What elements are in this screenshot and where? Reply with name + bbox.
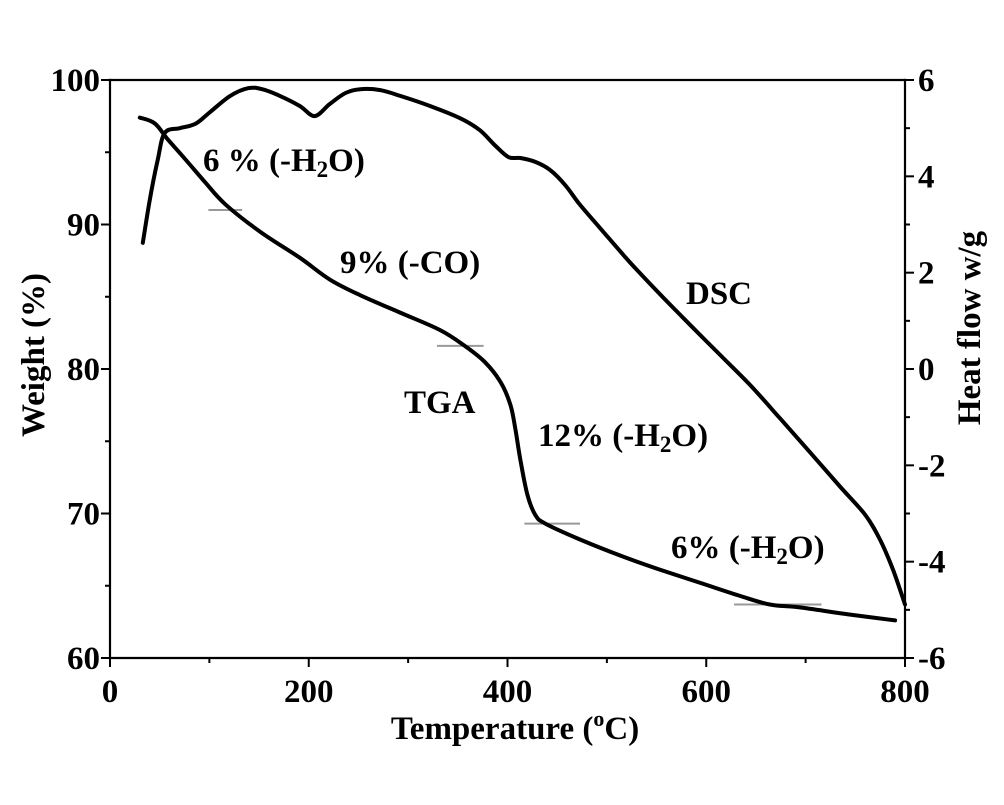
x-tick-label: 0	[102, 674, 119, 710]
annotation-second-water-loss: 12% (-H2O)	[538, 418, 708, 457]
y2-tick-label: 2	[918, 256, 935, 292]
annotation-text: 6 % (-H	[203, 143, 317, 179]
annotation-first-water-loss: 6 % (-H2O)	[203, 143, 365, 182]
y-tick-label: 80	[67, 352, 100, 388]
y2-tick-label: -4	[918, 545, 946, 581]
annotation-text: 9% (-CO)	[340, 245, 480, 281]
y2-axis-title: Heat flow w/g	[952, 230, 988, 425]
y-tick-label: 90	[67, 208, 100, 244]
x-axis-title-text: Temperature (	[391, 711, 594, 747]
y2-tick-label: -2	[918, 448, 946, 484]
curves	[137, 85, 907, 623]
tga-curve	[137, 115, 898, 623]
x-axis-title-unit: C)	[604, 711, 639, 747]
x-tick-label: 400	[483, 674, 533, 710]
dsc-curve	[140, 85, 907, 607]
axis-ticks: 0 200 400 600 800 100 90 80 70 60 6 4 2 0 -2 -4 -6	[51, 63, 946, 710]
y-tick-label: 100	[51, 63, 101, 99]
annotation-text: 6% (-H	[671, 530, 777, 566]
y-axis-title: Weight (%)	[16, 273, 52, 437]
annotation-co-loss: 9% (-CO)	[340, 245, 480, 281]
annotation-subscript: 2	[776, 544, 788, 569]
annotation-third-water-loss: 6% (-H2O)	[671, 530, 825, 569]
x-tick-label: 800	[880, 674, 930, 710]
annotation-subscript: 2	[317, 157, 329, 182]
x-tick-label: 200	[284, 674, 334, 710]
dsc-curve-label: DSC	[686, 276, 752, 312]
y-tick-label: 60	[67, 641, 100, 677]
annotation-subscript: 2	[660, 432, 672, 457]
y2-tick-label: 4	[918, 159, 935, 195]
y-tick-label: 70	[67, 497, 100, 533]
annotation-text: 12% (-H	[538, 418, 660, 454]
x-axis-title: Temperature (oC)	[391, 706, 639, 747]
x-tick-label: 600	[682, 674, 732, 710]
x-axis-title-superscript: o	[593, 706, 604, 731]
annotation-text-end: O)	[671, 418, 708, 454]
annotation-text-end: O)	[788, 530, 825, 566]
y2-tick-label: 6	[918, 63, 935, 99]
y2-tick-label: -6	[918, 641, 946, 677]
annotation-text-end: O)	[328, 143, 365, 179]
y2-tick-label: 0	[918, 352, 935, 388]
tga-curve-label: TGA	[404, 385, 476, 421]
